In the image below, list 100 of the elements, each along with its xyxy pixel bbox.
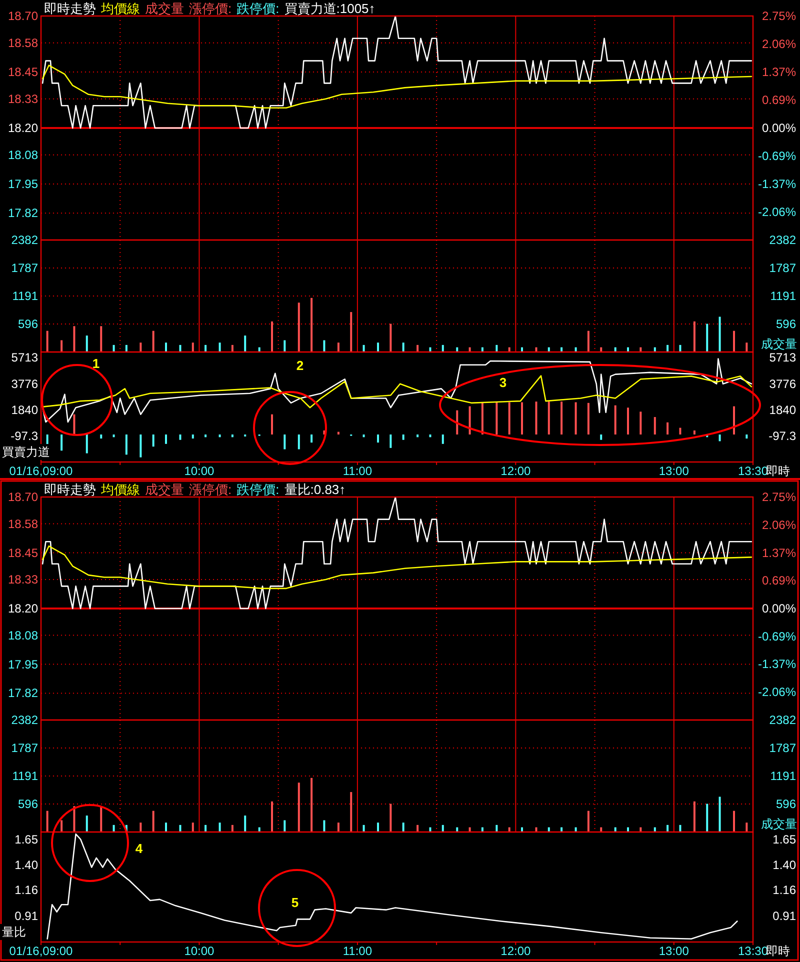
bar bbox=[73, 806, 76, 832]
bar bbox=[310, 434, 313, 443]
annotation: 買賣力道:1005↑ bbox=[284, 1, 376, 16]
bar bbox=[377, 434, 380, 443]
bar bbox=[46, 330, 48, 352]
annotation: 漲停價: bbox=[189, 482, 232, 497]
bar bbox=[60, 434, 63, 451]
bar bbox=[323, 340, 326, 352]
bar bbox=[218, 434, 221, 438]
y-tick-label: 1191 bbox=[12, 769, 38, 783]
annotation: 漲停價: bbox=[189, 1, 232, 16]
bar bbox=[244, 336, 246, 352]
y-tick-label: 17.95 bbox=[8, 177, 38, 191]
y2-tick-label: 596 bbox=[776, 796, 796, 811]
annotation: 成交量 bbox=[145, 1, 184, 16]
y2-tick-label: 0.69% bbox=[762, 92, 796, 107]
x-tick-label: 11:00 bbox=[342, 944, 372, 958]
bar bbox=[746, 342, 748, 352]
bar bbox=[442, 824, 444, 832]
bar bbox=[284, 820, 286, 832]
bar bbox=[614, 405, 616, 434]
bar bbox=[337, 342, 340, 352]
y-tick-label: 17.95 bbox=[8, 657, 38, 672]
bar bbox=[140, 822, 142, 832]
bar bbox=[362, 434, 365, 438]
y2-tick-label: 0.00% bbox=[762, 121, 796, 135]
annotation: 成交量 bbox=[145, 482, 184, 497]
y-tick-label: 18.58 bbox=[8, 36, 38, 50]
bar bbox=[86, 434, 88, 454]
bar bbox=[548, 402, 550, 434]
bar bbox=[520, 402, 523, 434]
x-tick-label: 12:00 bbox=[500, 944, 532, 958]
y-tick-label: 18.58 bbox=[8, 516, 38, 531]
y2-tick-label: 1.37% bbox=[762, 65, 796, 80]
bar bbox=[284, 340, 286, 352]
bar bbox=[112, 434, 115, 438]
bar bbox=[587, 402, 590, 434]
y-tick-label: 18.70 bbox=[8, 490, 38, 504]
bar bbox=[152, 810, 154, 832]
bar bbox=[73, 326, 76, 352]
bar bbox=[164, 434, 167, 444]
line-series bbox=[42, 375, 752, 408]
y-axis-title: 買賣力道 bbox=[2, 445, 50, 459]
bar bbox=[390, 434, 392, 448]
y-tick-label: 17.82 bbox=[8, 686, 38, 700]
bar bbox=[231, 434, 234, 438]
y-tick-label: 2382 bbox=[11, 233, 38, 247]
y2-tick-label: -1.37% bbox=[758, 657, 796, 672]
line-series bbox=[42, 15, 752, 129]
y2-tick-label: 2.75% bbox=[762, 9, 796, 23]
bar bbox=[152, 434, 154, 447]
annotation: 5 bbox=[291, 895, 299, 910]
annotation: 跌停價: bbox=[236, 1, 280, 16]
bar bbox=[442, 344, 444, 352]
x-tick-label: 10:00 bbox=[184, 944, 215, 958]
bar bbox=[73, 414, 76, 434]
x-tick-label: 01/16,09:00 bbox=[9, 944, 74, 958]
y-tick-label: 596 bbox=[18, 796, 38, 811]
y-tick-label: 1787 bbox=[11, 740, 38, 755]
y2-tick-label: 0.91 bbox=[772, 909, 796, 924]
chart-title: 即時走勢 bbox=[44, 1, 96, 16]
annotation: 跌停價: bbox=[236, 482, 280, 497]
y2-axis-title: 成交量 bbox=[761, 337, 797, 351]
bar bbox=[416, 434, 419, 438]
bar bbox=[60, 820, 63, 832]
text: 均價線 bbox=[100, 1, 140, 16]
bar bbox=[508, 402, 510, 434]
y2-tick-label: 1.16 bbox=[772, 883, 796, 898]
y2-tick-label: 2.06% bbox=[762, 518, 796, 532]
y2-tick-label: -0.69% bbox=[758, 149, 796, 164]
y2-tick-label: -2.06% bbox=[758, 685, 796, 700]
y-tick-label: 18.20 bbox=[8, 602, 38, 616]
y2-tick-label: 2.06% bbox=[762, 37, 796, 52]
y-tick-label: 1.40 bbox=[14, 858, 38, 872]
line-series bbox=[42, 358, 752, 423]
x-tick-label: 01/16,09:00 bbox=[9, 464, 74, 478]
y-axis-title: 量比 bbox=[2, 925, 26, 939]
x-tick-label: 12:00 bbox=[500, 464, 532, 478]
y-tick-label: -97.3 bbox=[10, 428, 38, 443]
bar bbox=[192, 342, 194, 352]
bar bbox=[718, 316, 721, 352]
bar bbox=[679, 428, 682, 434]
bar bbox=[666, 422, 669, 434]
x-tick-label: 13:00 bbox=[658, 464, 690, 478]
bar bbox=[666, 344, 669, 352]
bar bbox=[231, 824, 234, 832]
y2-tick-label: 3776 bbox=[769, 376, 796, 391]
y-tick-label: 2382 bbox=[11, 713, 38, 727]
y2-tick-label: 1787 bbox=[769, 740, 796, 755]
bar bbox=[574, 402, 577, 434]
bar bbox=[164, 822, 167, 832]
bar bbox=[390, 804, 392, 832]
bar bbox=[481, 402, 484, 434]
bar bbox=[402, 822, 404, 832]
bar bbox=[468, 406, 471, 434]
bar bbox=[496, 344, 498, 352]
bar bbox=[244, 434, 246, 437]
y2-tick-label: 1.37% bbox=[762, 546, 796, 560]
bar bbox=[600, 434, 602, 440]
y2-tick-label: 5713 bbox=[769, 350, 796, 365]
